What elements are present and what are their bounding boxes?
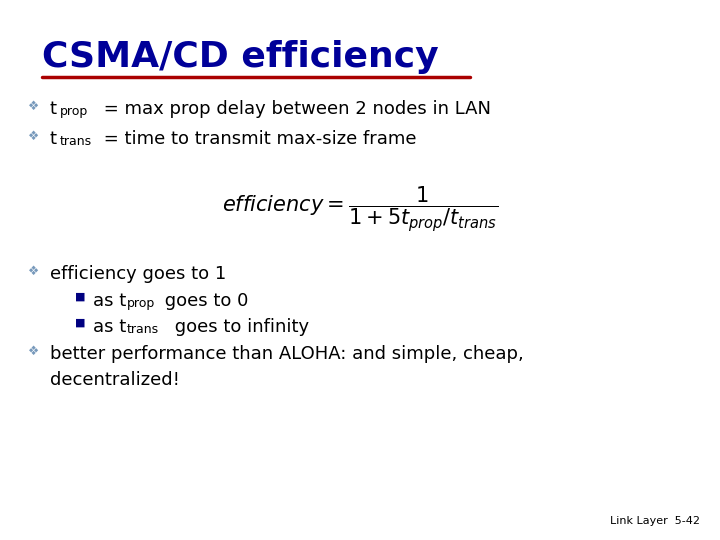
Text: ❖: ❖ (28, 265, 40, 278)
Text: = time to transmit max-size frame: = time to transmit max-size frame (98, 130, 416, 148)
Text: decentralized!: decentralized! (50, 371, 180, 389)
Text: as t: as t (93, 318, 126, 336)
Text: better performance than ALOHA: and simple, cheap,: better performance than ALOHA: and simpl… (50, 345, 523, 363)
Text: trans: trans (60, 135, 92, 148)
Text: ❖: ❖ (28, 345, 40, 358)
Text: CSMA/CD efficiency: CSMA/CD efficiency (42, 40, 438, 74)
Text: Link Layer  5-42: Link Layer 5-42 (610, 516, 700, 526)
Text: ❖: ❖ (28, 100, 40, 113)
Text: goes to infinity: goes to infinity (169, 318, 309, 336)
Text: = max prop delay between 2 nodes in LAN: = max prop delay between 2 nodes in LAN (98, 100, 491, 118)
Text: prop: prop (60, 105, 89, 118)
Text: ■: ■ (75, 318, 86, 328)
Text: trans: trans (127, 323, 159, 336)
Text: as t: as t (93, 292, 126, 310)
Text: prop: prop (127, 297, 156, 310)
Text: t: t (50, 100, 57, 118)
Text: ❖: ❖ (28, 130, 40, 143)
Text: $\mathit{efficiency} = \dfrac{1}{1 + 5t_{prop}/t_{trans}}$: $\mathit{efficiency} = \dfrac{1}{1 + 5t_… (222, 185, 498, 234)
Text: ■: ■ (75, 292, 86, 302)
Text: t: t (50, 130, 57, 148)
Text: efficiency goes to 1: efficiency goes to 1 (50, 265, 226, 283)
Text: goes to 0: goes to 0 (159, 292, 248, 310)
